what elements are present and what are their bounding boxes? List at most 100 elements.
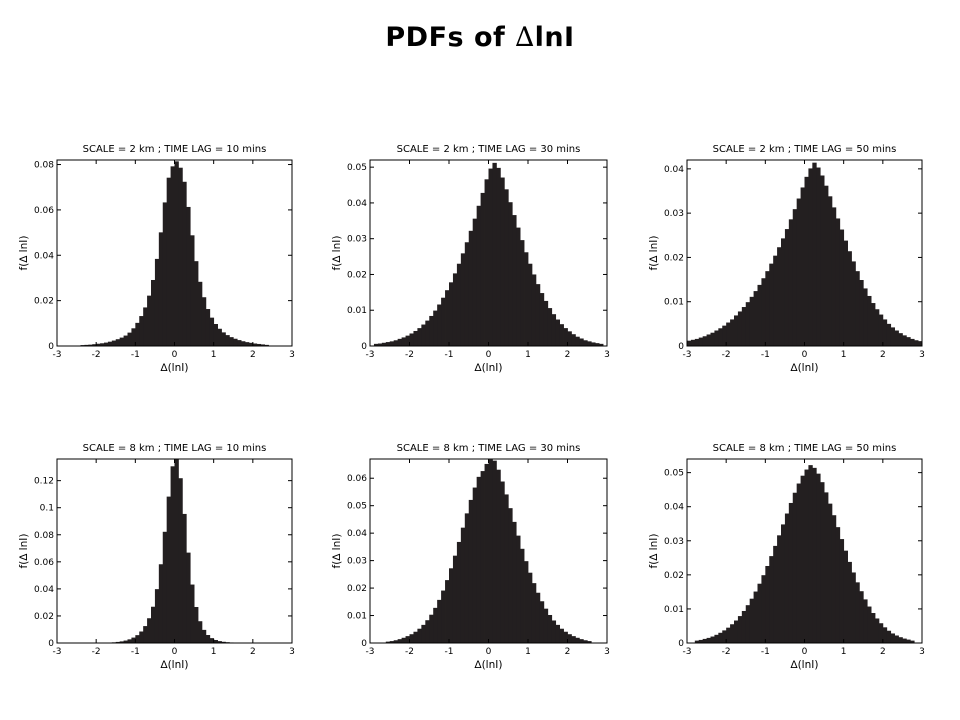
- histogram-bar: [816, 473, 821, 643]
- y-tick-label: 0.05: [347, 163, 367, 173]
- histogram-bar: [241, 341, 246, 346]
- y-axis-label: f(∆ lnI): [648, 534, 660, 569]
- histogram-bar: [563, 631, 568, 643]
- histogram-bar: [543, 300, 549, 346]
- y-tick-label: 0.04: [347, 529, 367, 539]
- histogram-bar: [464, 242, 470, 346]
- histogram-bar: [178, 167, 183, 346]
- histogram-bar: [777, 535, 782, 643]
- histogram-bar: [237, 340, 242, 346]
- histogram-bar: [902, 335, 907, 346]
- histogram-bar: [583, 340, 588, 346]
- histogram-bar: [512, 215, 517, 346]
- histogram-bar: [878, 314, 884, 346]
- histogram-bar: [417, 328, 422, 346]
- histogram-bar: [804, 176, 809, 346]
- histogram-bar: [512, 521, 517, 643]
- x-tick-label: 2: [250, 350, 256, 360]
- histogram-bar: [722, 630, 727, 643]
- histogram-bar: [761, 575, 766, 643]
- histogram-bar: [726, 627, 731, 643]
- x-tick-label: -1: [761, 350, 770, 360]
- histogram-bar: [464, 513, 470, 643]
- x-tick-label: -2: [722, 350, 731, 360]
- x-tick-label: 2: [880, 647, 886, 657]
- histogram-bar: [828, 503, 833, 643]
- histogram-bar: [894, 635, 899, 643]
- y-tick-label: 0.06: [34, 206, 54, 216]
- histogram-bar: [441, 590, 446, 643]
- y-tick-label: 0.04: [664, 503, 684, 513]
- y-tick-label: 0.02: [347, 270, 367, 280]
- y-tick-label: 0.01: [347, 612, 367, 622]
- histogram-bar: [154, 258, 160, 346]
- histogram-bar: [381, 342, 387, 346]
- page-title-delta: ∆: [515, 22, 535, 53]
- y-tick-label: 0.02: [664, 253, 684, 263]
- x-tick-label: 3: [289, 647, 295, 657]
- histogram-bar: [737, 311, 743, 346]
- histogram-bar: [792, 209, 798, 346]
- histogram-bar: [820, 175, 825, 346]
- histogram-bar: [445, 580, 450, 643]
- histogram-bar: [859, 280, 864, 346]
- histogram-bar: [902, 638, 907, 643]
- histogram-bar: [520, 548, 525, 643]
- histogram-bar: [726, 322, 731, 346]
- histogram-bar: [812, 467, 817, 643]
- histogram-bar: [158, 564, 164, 643]
- histogram-bar: [914, 340, 919, 346]
- histogram-bar: [405, 636, 410, 643]
- histogram-bar: [429, 614, 434, 643]
- histogram-bar: [127, 332, 132, 346]
- histogram-bar: [201, 297, 207, 346]
- histogram-bar: [851, 261, 856, 346]
- histogram-bar: [599, 343, 604, 346]
- histogram-bar: [890, 327, 895, 346]
- y-tick-label: 0.03: [347, 235, 367, 245]
- histogram-bar: [745, 605, 751, 643]
- y-tick-label: 0.01: [664, 298, 684, 308]
- x-tick-label: -3: [53, 647, 62, 657]
- histogram-bar: [702, 336, 707, 346]
- histogram-bar: [194, 607, 199, 643]
- y-tick-label: 0.02: [664, 571, 684, 581]
- y-tick-label: 0: [678, 639, 684, 649]
- histogram-bar: [571, 636, 576, 643]
- histogram-bar: [524, 252, 529, 346]
- x-tick-label: 2: [880, 350, 886, 360]
- histogram-bar: [421, 624, 426, 643]
- histogram-bar: [170, 466, 175, 643]
- x-tick-label: 3: [919, 350, 925, 360]
- histogram-bar: [225, 335, 230, 346]
- histogram-bar: [174, 459, 179, 643]
- y-tick-label: 0.06: [34, 558, 54, 568]
- histogram-bar: [397, 338, 402, 346]
- histogram-bar: [472, 218, 478, 346]
- page-title-prefix: PDFs of: [385, 22, 516, 53]
- histogram-bar: [496, 469, 501, 643]
- histogram-bar: [765, 565, 770, 643]
- histogram-bar: [886, 630, 892, 643]
- histogram-bar: [595, 343, 600, 346]
- panel-title: SCALE = 8 km ; TIME LAG = 30 mins: [397, 443, 581, 454]
- histogram-bar: [828, 196, 833, 346]
- histogram-bar: [194, 261, 199, 346]
- histogram-bar: [559, 628, 564, 643]
- histogram-bar: [147, 618, 152, 643]
- y-tick-label: 0.01: [347, 306, 367, 316]
- histogram-bar: [777, 247, 782, 346]
- histogram-bar: [812, 162, 817, 346]
- histogram-bar: [910, 338, 915, 346]
- x-tick-label: 0: [802, 647, 808, 657]
- histogram-bar: [100, 343, 105, 346]
- histogram-bar: [229, 337, 234, 346]
- histogram-bar: [162, 531, 168, 643]
- y-tick-label: 0: [48, 342, 54, 352]
- histogram-panel-5: -3 -2 -1 0 1 2 3 0 0.01 0.02 0.03 0.04 0.05 0.06 SCALE…: [331, 443, 610, 671]
- histogram-bar: [839, 539, 845, 643]
- histogram-bar: [88, 344, 93, 346]
- histogram-bar: [531, 274, 537, 346]
- x-tick-label: -1: [445, 350, 454, 360]
- histogram-bar: [123, 640, 128, 643]
